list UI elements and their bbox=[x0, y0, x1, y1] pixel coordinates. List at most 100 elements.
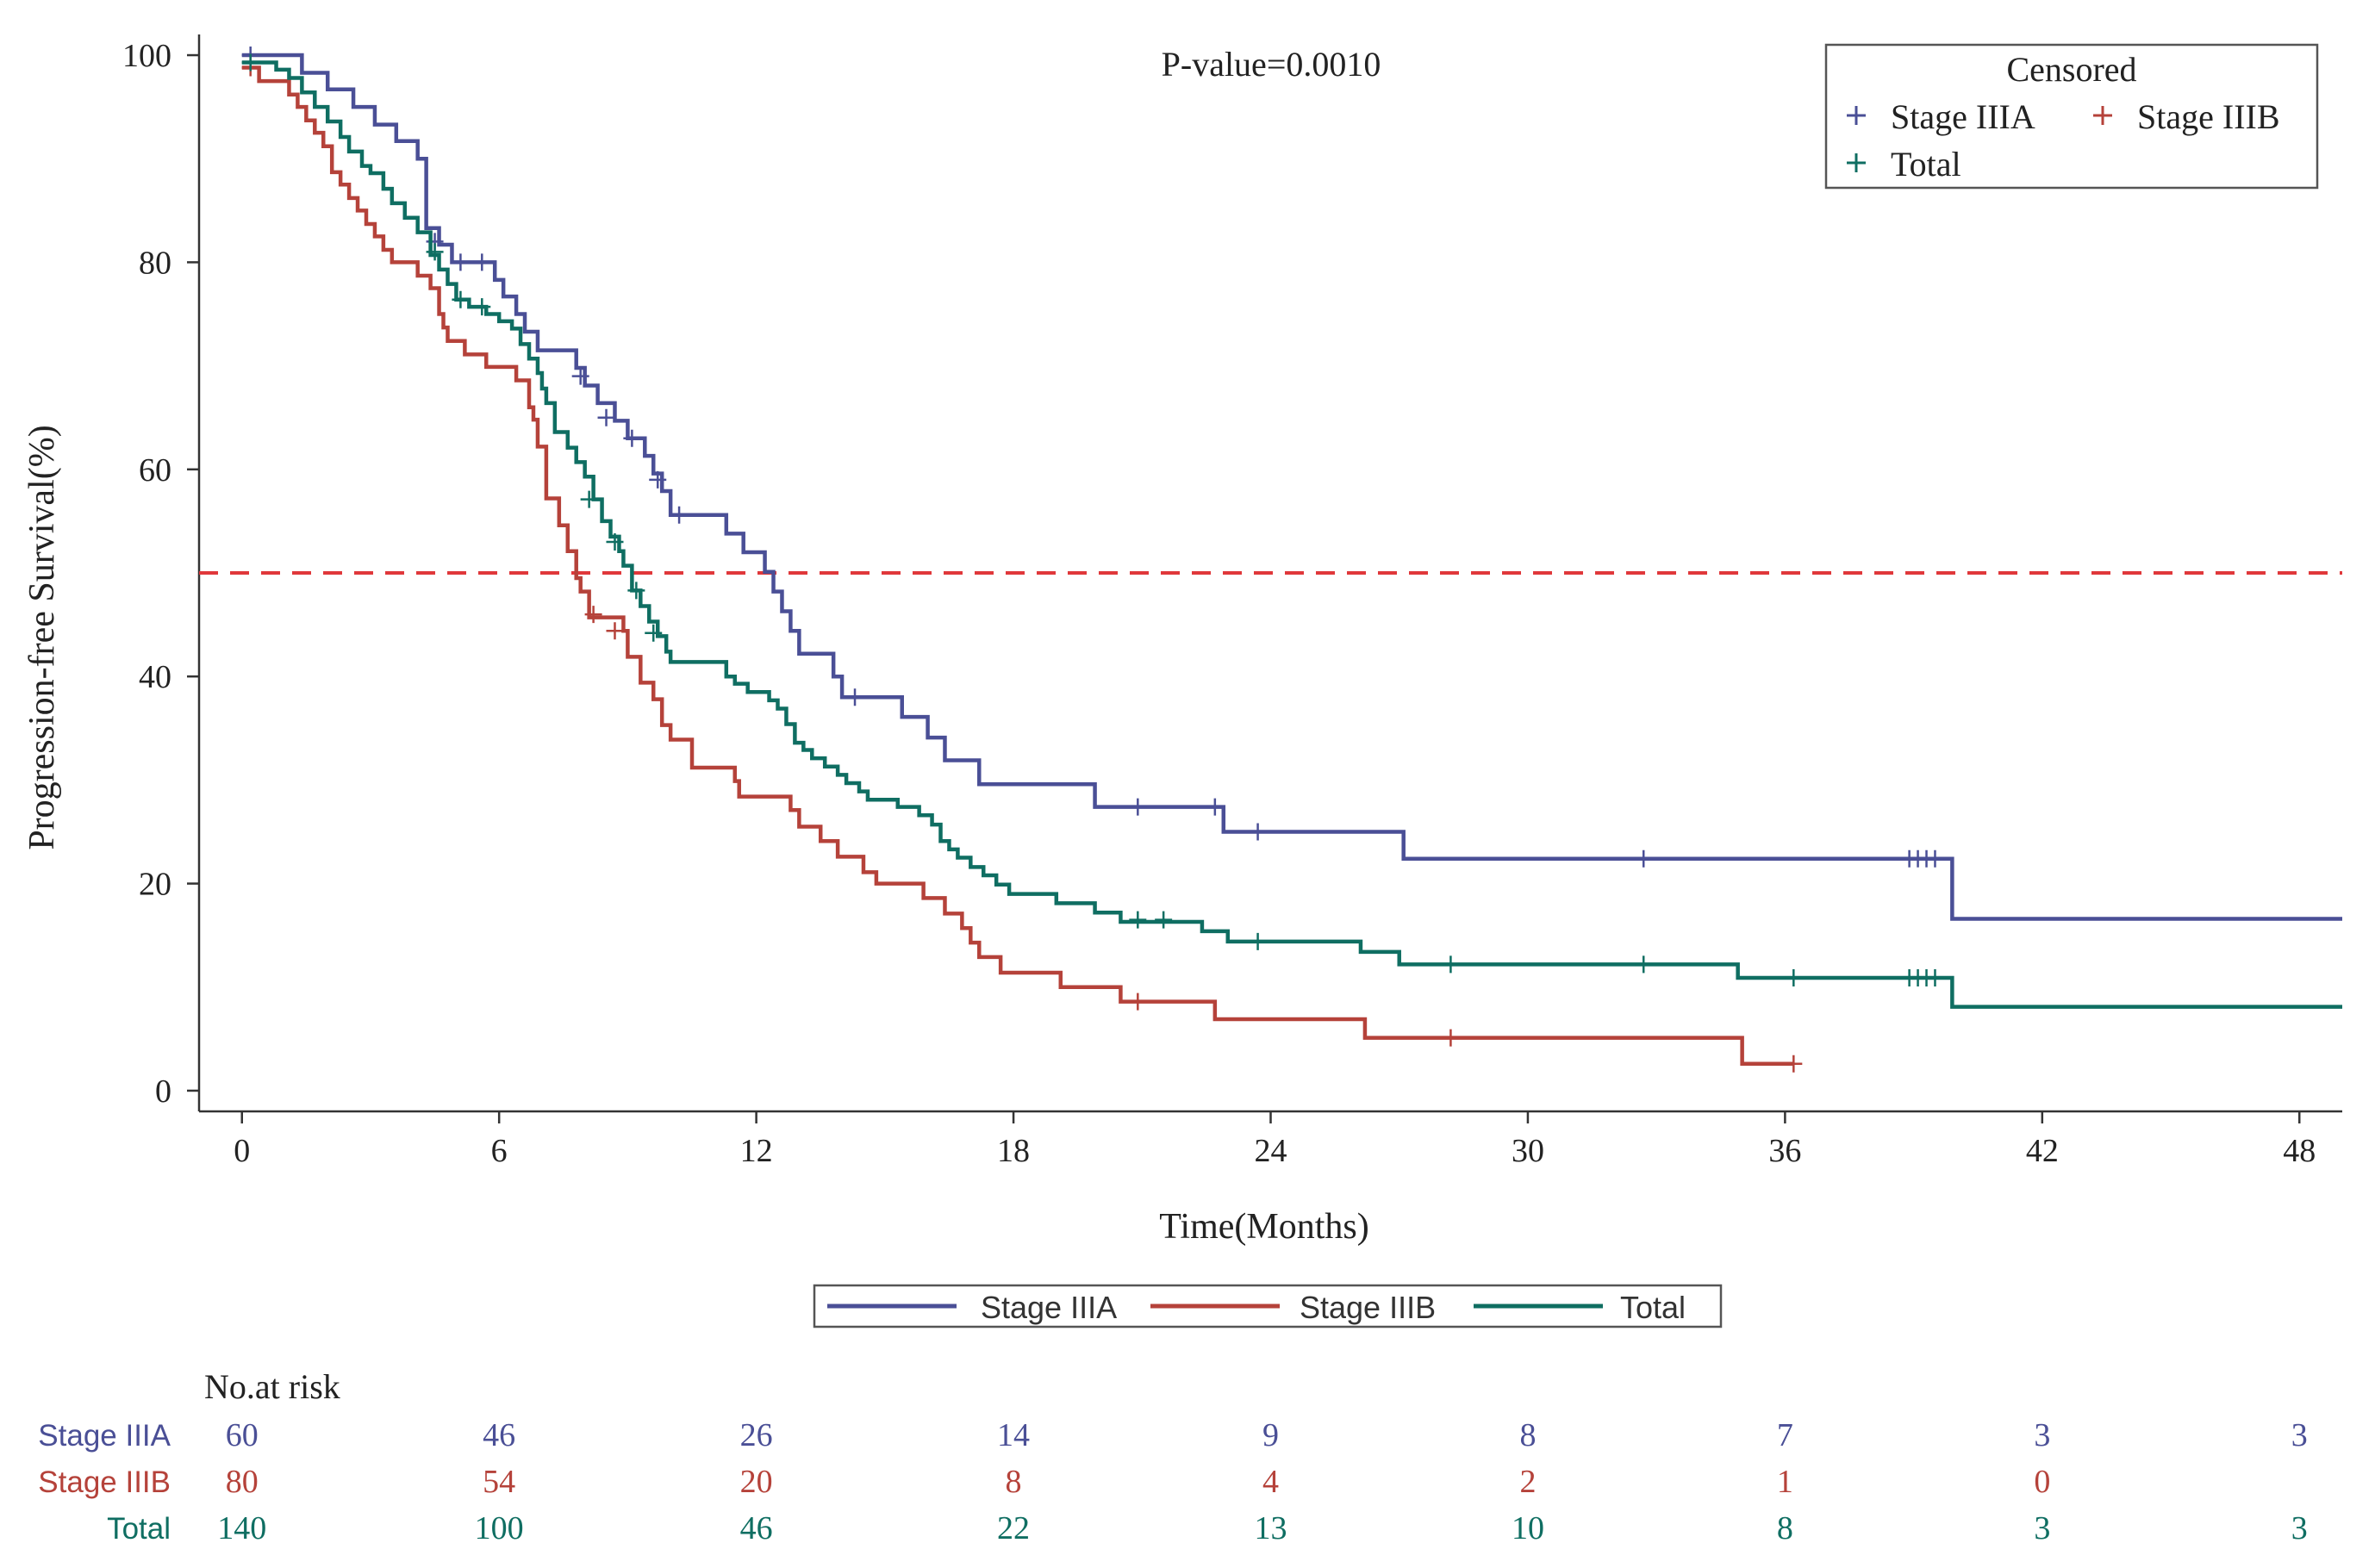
y-tick-label: 100 bbox=[122, 38, 171, 74]
line-legend-entry-stage-iiia: Stage IIIA bbox=[827, 1290, 1117, 1325]
censor-mark bbox=[571, 367, 589, 385]
censor-mark bbox=[623, 429, 641, 447]
survival-curve-stage-iiia bbox=[241, 53, 2342, 921]
risk-count: 9 bbox=[1262, 1417, 1279, 1453]
censored-legend-title: Censored bbox=[2006, 50, 2136, 89]
censor-mark bbox=[580, 490, 598, 508]
censor-mark bbox=[1442, 1029, 1460, 1047]
x-tick-label: 24 bbox=[1255, 1133, 1287, 1169]
censor-mark bbox=[606, 532, 624, 551]
y-axis-label: Progression-free Survival(%) bbox=[22, 425, 62, 849]
censor-mark bbox=[426, 243, 444, 261]
risk-count: 3 bbox=[2291, 1510, 2308, 1546]
y-tick-label: 0 bbox=[155, 1073, 171, 1110]
censor-mark bbox=[670, 506, 689, 524]
survival-curve-total bbox=[241, 60, 2342, 1009]
risk-count: 2 bbox=[1519, 1464, 1536, 1500]
censor-mark bbox=[1635, 849, 1653, 868]
risk-count: 3 bbox=[2291, 1417, 2308, 1453]
censor-mark bbox=[1785, 1055, 1803, 1073]
censor-mark bbox=[473, 253, 491, 271]
censor-mark bbox=[1926, 968, 1944, 986]
risk-count: 46 bbox=[483, 1417, 515, 1453]
risk-count: 7 bbox=[1777, 1417, 1793, 1453]
x-tick-label: 48 bbox=[2283, 1133, 2316, 1169]
series-layer bbox=[241, 47, 2342, 1073]
censor-mark bbox=[1249, 823, 1267, 841]
risk-count: 14 bbox=[997, 1417, 1030, 1453]
censor-mark bbox=[1442, 955, 1460, 974]
y-tick-label: 20 bbox=[139, 867, 171, 903]
y-tick-label: 60 bbox=[139, 452, 171, 488]
censor-mark bbox=[1155, 911, 1173, 929]
risk-count: 0 bbox=[2034, 1464, 2050, 1500]
survival-curve-stage-iiib bbox=[241, 65, 1794, 1066]
series-stage-iiia bbox=[241, 47, 2342, 921]
censor-mark bbox=[846, 688, 864, 706]
censored-legend-frame bbox=[1824, 43, 2319, 190]
risk-table: No.at risk Stage IIIA Stage IIIB Total 6… bbox=[38, 1367, 2307, 1546]
censored-legend-label: Total bbox=[1891, 145, 1961, 184]
censor-mark bbox=[241, 53, 259, 72]
line-legend-label: Stage IIIA bbox=[981, 1290, 1117, 1325]
censored-legend: Censored Stage IIIA Stage IIIB Total bbox=[1824, 43, 2319, 190]
censored-legend-label: Stage IIIA bbox=[1891, 97, 2035, 136]
censor-mark bbox=[473, 298, 491, 316]
censor-mark bbox=[649, 470, 667, 488]
censor-mark bbox=[1249, 932, 1267, 950]
censor-mark bbox=[1785, 968, 1803, 986]
risk-count: 46 bbox=[740, 1510, 773, 1546]
censored-plus-icon bbox=[1847, 153, 1866, 172]
series-total bbox=[241, 53, 2342, 1009]
censor-mark bbox=[606, 622, 624, 640]
censor-mark bbox=[1129, 992, 1147, 1011]
censored-legend-entry-stage-iiia: Stage IIIA bbox=[1847, 97, 2035, 136]
risk-count: 3 bbox=[2034, 1510, 2050, 1546]
censored-legend-entry-total: Total bbox=[1847, 145, 1961, 184]
risk-table-title: No.at risk bbox=[204, 1367, 340, 1406]
y-tick-label: 80 bbox=[139, 245, 171, 281]
censor-mark bbox=[1129, 911, 1147, 929]
censored-legend-entry-stage-iiib: Stage IIIB bbox=[2093, 97, 2280, 136]
censored-legend-label: Stage IIIB bbox=[2137, 97, 2280, 136]
censor-mark bbox=[452, 290, 470, 308]
x-tick-label: 30 bbox=[1512, 1133, 1544, 1169]
censor-mark bbox=[452, 253, 470, 271]
risk-count: 20 bbox=[740, 1464, 773, 1500]
risk-count: 4 bbox=[1262, 1464, 1279, 1500]
risk-count: 8 bbox=[1519, 1417, 1536, 1453]
p-value-annotation: P-value=0.0010 bbox=[1162, 45, 1381, 84]
line-legend-entry-total: Total bbox=[1474, 1290, 1686, 1325]
censor-mark bbox=[1206, 798, 1224, 816]
censor-mark bbox=[1129, 798, 1147, 816]
censor-mark bbox=[645, 624, 663, 642]
line-legend-label: Total bbox=[1620, 1290, 1686, 1325]
x-tick-label: 42 bbox=[2026, 1133, 2059, 1169]
line-legend-entry-stage-iiib: Stage IIIB bbox=[1150, 1290, 1436, 1325]
x-axis-label: Time(Months) bbox=[1159, 1207, 1369, 1247]
risk-count: 3 bbox=[2034, 1417, 2050, 1453]
risk-count: 8 bbox=[1777, 1510, 1793, 1546]
x-tick-label: 36 bbox=[1768, 1133, 1801, 1169]
risk-count: 10 bbox=[1512, 1510, 1544, 1546]
risk-row-label-stage-iiib: Stage IIIB bbox=[38, 1465, 171, 1499]
x-tick-label: 12 bbox=[740, 1133, 773, 1169]
censored-plus-icon bbox=[2093, 106, 2112, 125]
y-tick-label: 40 bbox=[139, 659, 171, 695]
censor-mark bbox=[597, 408, 615, 426]
x-tick-label: 18 bbox=[997, 1133, 1030, 1169]
censor-mark bbox=[584, 606, 602, 624]
plot-axes: 0 6 12 18 24 30 36 42 48 0 20 40 60 80 100 bbox=[122, 34, 2342, 1169]
censor-mark bbox=[627, 582, 645, 600]
line-legend-label: Stage IIIB bbox=[1300, 1290, 1436, 1325]
risk-count: 100 bbox=[475, 1510, 524, 1546]
risk-count: 13 bbox=[1255, 1510, 1287, 1546]
risk-count: 1 bbox=[1777, 1464, 1793, 1500]
risk-count: 22 bbox=[997, 1510, 1030, 1546]
risk-count: 60 bbox=[226, 1417, 259, 1453]
line-legend: Stage IIIA Stage IIIB Total bbox=[813, 1284, 1723, 1328]
risk-count: 140 bbox=[217, 1510, 266, 1546]
